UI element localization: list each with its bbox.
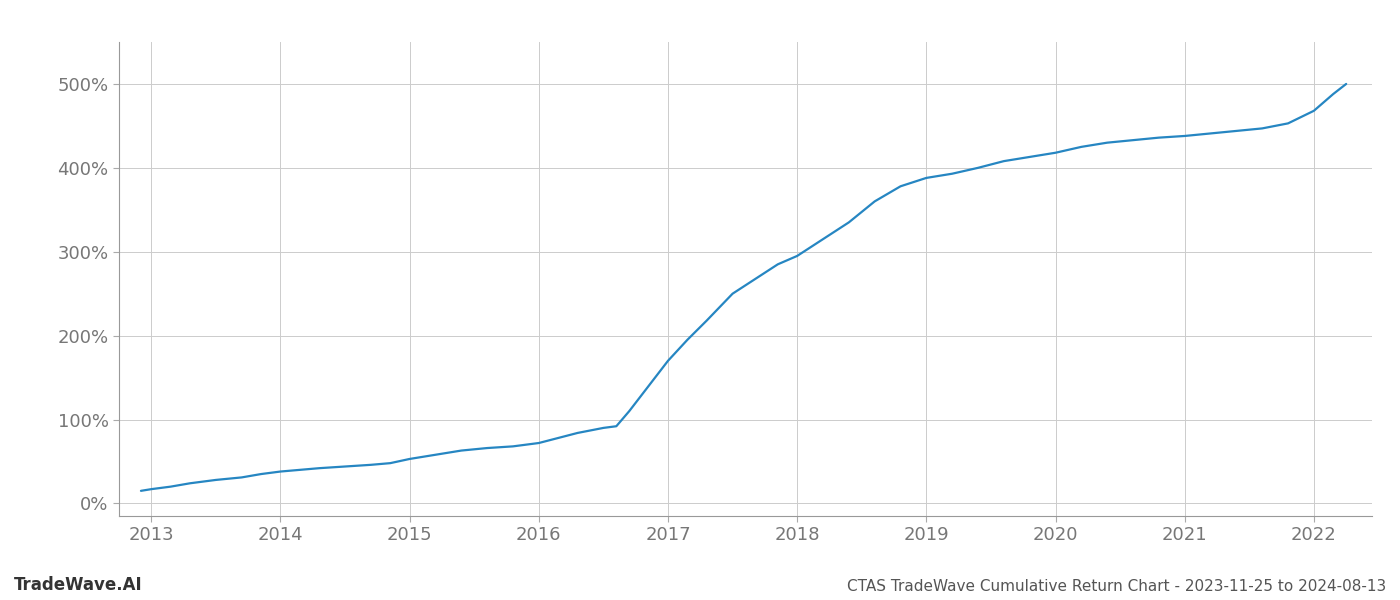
- Text: CTAS TradeWave Cumulative Return Chart - 2023-11-25 to 2024-08-13: CTAS TradeWave Cumulative Return Chart -…: [847, 579, 1386, 594]
- Text: TradeWave.AI: TradeWave.AI: [14, 576, 143, 594]
